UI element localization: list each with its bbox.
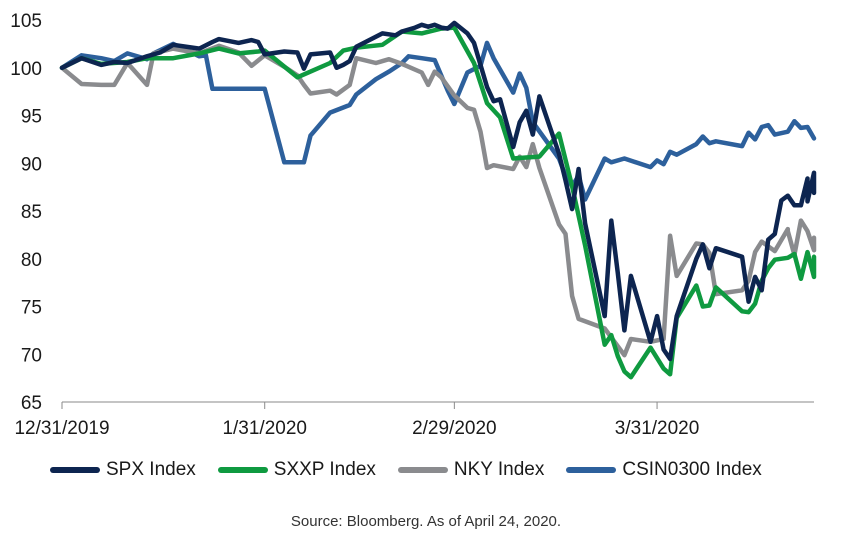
legend: SPX Index SXXP Index NKY Index CSIN0300 … (50, 459, 784, 481)
y-axis-tick-labels: 65 70 75 80 85 90 95 100 105 (10, 11, 42, 414)
y-tick-label: 90 (21, 154, 42, 175)
y-tick-label: 95 (21, 107, 42, 128)
legend-swatch-csin0300 (566, 467, 617, 473)
x-tick-label: 3/31/2020 (615, 418, 700, 439)
y-tick-label: 65 (21, 393, 42, 414)
x-axis-tick-marks (61, 402, 658, 409)
y-tick-label: 100 (10, 59, 42, 80)
legend-swatch-spx (50, 467, 100, 473)
series-line-nky (59, 43, 817, 358)
x-tick-label: 12/31/2019 (14, 418, 109, 439)
legend-label-sxxp: SXXP Index (273, 459, 376, 480)
legend-item-nky: NKY Index (397, 459, 545, 481)
x-tick-label: 2/29/2020 (412, 418, 497, 439)
legend-label-nky: NKY Index (453, 459, 545, 480)
x-axis-tick-labels: 12/31/2019 1/31/2020 2/29/2020 3/31/2020 (14, 418, 699, 439)
legend-item-spx: SPX Index (50, 459, 196, 481)
series-line-sxxp (59, 25, 817, 380)
legend-swatch-sxxp (217, 467, 268, 473)
legend-swatch-nky (397, 467, 448, 473)
series-line-spx (59, 20, 817, 362)
series-lines (59, 20, 817, 380)
legend-item-sxxp: SXXP Index (217, 459, 376, 481)
source-note: Source: Bloomberg. As of April 24, 2020. (290, 513, 562, 530)
series-line-csin0300 (59, 40, 817, 202)
x-tick-label: 1/31/2020 (222, 418, 307, 439)
y-tick-label: 85 (21, 202, 42, 223)
y-tick-label: 70 (21, 345, 42, 366)
y-tick-label: 105 (10, 11, 42, 32)
y-tick-label: 75 (21, 298, 42, 319)
y-tick-label: 80 (21, 250, 42, 271)
legend-label-spx: SPX Index (106, 459, 196, 480)
legend-label-csin0300: CSIN0300 Index (622, 459, 762, 480)
legend-item-csin0300: CSIN0300 Index (566, 459, 762, 481)
